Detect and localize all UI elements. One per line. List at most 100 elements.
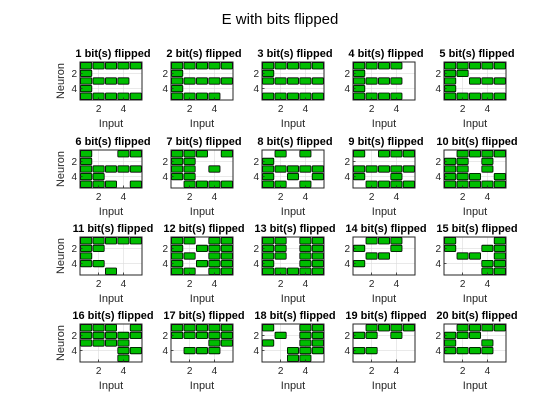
x-tick-label: 2 xyxy=(278,279,284,290)
heatmap-cell xyxy=(274,252,287,260)
x-axis-label: Input xyxy=(99,380,123,392)
heatmap-cell xyxy=(299,346,312,355)
y-tick-label: 4 xyxy=(162,84,168,95)
x-tick-label: 4 xyxy=(394,279,400,290)
heatmap-cell xyxy=(402,150,415,158)
x-tick-label: 4 xyxy=(485,366,491,377)
subplot-title: 11 bit(s) flipped xyxy=(73,223,154,235)
x-axis-label: Input xyxy=(372,380,396,392)
heatmap-cell xyxy=(444,165,457,173)
heatmap-cell xyxy=(183,157,196,165)
x-tick-label: 2 xyxy=(187,279,193,290)
heatmap-cell xyxy=(365,237,378,245)
heatmap-cell xyxy=(456,157,469,165)
heatmap-cell xyxy=(299,62,312,70)
heatmap-cell xyxy=(105,77,118,85)
heatmap-cell xyxy=(311,92,324,100)
x-tick-label: 4 xyxy=(212,279,218,290)
subplot-3: 3 bit(s) flipped 2 4 2 4 Input xyxy=(253,48,332,130)
heatmap-cell xyxy=(80,92,93,100)
heatmap-cell xyxy=(262,267,275,275)
x-axis-label: Input xyxy=(372,206,396,218)
heatmap-cell xyxy=(105,339,118,347)
heatmap-cell xyxy=(456,324,469,332)
heatmap-cell xyxy=(468,150,481,158)
heatmap-cell xyxy=(274,77,287,85)
heatmap-cell xyxy=(481,339,494,347)
y-tick-label: 4 xyxy=(253,259,259,270)
heatmap-cell xyxy=(92,331,105,340)
x-tick-label: 4 xyxy=(121,104,127,115)
heatmap-cell xyxy=(299,237,312,245)
x-axis-label: Input xyxy=(463,380,487,392)
y-tick-label: 4 xyxy=(253,84,259,95)
y-tick-label: 4 xyxy=(71,259,77,270)
heatmap-cell xyxy=(92,339,105,347)
x-tick-label: 2 xyxy=(278,192,284,203)
axes-border xyxy=(170,61,234,101)
heatmap-cell xyxy=(183,62,196,70)
heatmap-cell xyxy=(208,62,221,70)
heatmap-cell xyxy=(481,324,494,332)
x-tick-label: 2 xyxy=(278,104,284,115)
heatmap-cell xyxy=(311,259,324,268)
x-tick-label: 4 xyxy=(212,192,218,203)
heatmap-cell xyxy=(481,62,494,70)
heatmap-cell xyxy=(493,267,506,275)
heatmap-cell xyxy=(353,150,366,158)
y-tick-label: 2 xyxy=(435,157,441,168)
x-axis-label: Input xyxy=(99,206,123,218)
heatmap-cell xyxy=(117,150,130,158)
heatmap-cell xyxy=(286,62,299,70)
x-tick-label: 4 xyxy=(303,192,309,203)
subplot-title: 16 bit(s) flipped xyxy=(72,310,153,322)
heatmap-cell xyxy=(208,259,221,268)
heatmap-cell xyxy=(195,324,208,332)
heatmap-cell xyxy=(456,150,469,158)
x-tick-label: 4 xyxy=(394,366,400,377)
figure-title: E with bits flipped xyxy=(222,11,339,28)
x-tick-label: 2 xyxy=(369,279,375,290)
x-tick-label: 4 xyxy=(121,366,127,377)
subplot-14: 14 bit(s) flipped 2 4 2 4 Input xyxy=(344,223,426,305)
y-tick-label: 2 xyxy=(162,331,168,342)
y-tick-label: 2 xyxy=(71,69,77,80)
heatmap-cell xyxy=(377,165,390,173)
axes-border xyxy=(443,236,507,276)
heatmap-cell xyxy=(493,237,506,245)
heatmap-cell xyxy=(286,267,299,275)
heatmap-cell xyxy=(80,180,93,188)
heatmap-cell xyxy=(92,324,105,332)
y-tick-label: 2 xyxy=(71,331,77,342)
heatmap-cell xyxy=(117,62,130,70)
axes-border xyxy=(443,61,507,101)
heatmap-cell xyxy=(262,237,275,245)
axes-border xyxy=(352,61,416,101)
x-axis-label: Input xyxy=(463,206,487,218)
subplot-19: 19 bit(s) flipped 2 4 2 4 Input xyxy=(344,310,426,392)
heatmap-cell xyxy=(481,259,494,268)
heatmap-cell xyxy=(390,331,403,340)
heatmap-cell xyxy=(129,165,142,173)
subplot-4: 4 bit(s) flipped 2 4 2 4 Input xyxy=(344,48,423,130)
y-tick-label: 2 xyxy=(71,157,77,168)
heatmap-cell xyxy=(286,346,299,355)
heatmap-cell xyxy=(220,267,233,275)
heatmap-cell xyxy=(311,252,324,260)
x-tick-label: 4 xyxy=(394,192,400,203)
heatmap-cell xyxy=(220,150,233,158)
heatmap-cell xyxy=(311,172,324,181)
heatmap-cell xyxy=(390,62,403,70)
heatmap-cell xyxy=(80,77,93,85)
x-axis-label: Input xyxy=(463,293,487,305)
heatmap-cell xyxy=(129,237,142,245)
x-tick-label: 4 xyxy=(394,104,400,115)
heatmap-cell xyxy=(468,252,481,260)
heatmap-cell xyxy=(299,165,312,173)
x-tick-label: 4 xyxy=(303,104,309,115)
x-axis-label: Input xyxy=(190,118,214,130)
heatmap-cell xyxy=(80,150,93,158)
x-tick-label: 2 xyxy=(96,366,102,377)
heatmap-cell xyxy=(208,324,221,332)
heatmap-cell xyxy=(220,259,233,268)
